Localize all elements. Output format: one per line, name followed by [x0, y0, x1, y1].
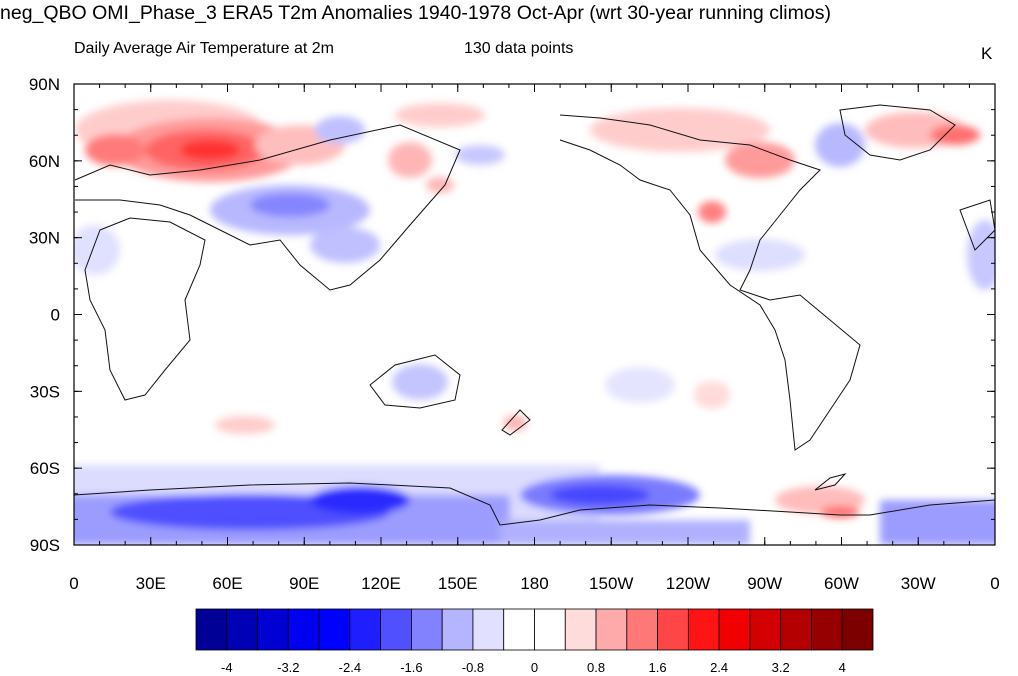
colorbar-box: [626, 608, 658, 651]
lon-tick-label: 120W: [666, 574, 710, 593]
lon-tick-label: 0: [69, 574, 78, 593]
lat-tick-label: 60N: [29, 152, 60, 171]
lon-tick-label: 90E: [289, 574, 319, 593]
colorbar-box: [257, 608, 289, 651]
latitude-axis: 90N 60N 30N 0 30S 60S 90S: [29, 75, 60, 555]
anomaly-blob: [820, 506, 860, 518]
map-title: neg_QBO OMI_Phase_3 ERA5 T2m Anomalies 1…: [0, 2, 831, 24]
lat-tick-label: 30N: [29, 229, 60, 248]
colorbar-box: [441, 608, 474, 651]
anomaly-blob: [500, 520, 750, 545]
lon-tick-label: 30W: [901, 574, 936, 593]
colorbar-box: [841, 608, 874, 651]
data-count-subtitle: 130 data points: [464, 40, 574, 57]
lon-tick-label: 180: [520, 574, 548, 593]
anomaly-blob: [310, 486, 410, 514]
lon-tick-label: 120E: [361, 574, 401, 593]
colorbar-box: [195, 608, 228, 651]
lon-tick-label: 60E: [212, 574, 242, 593]
anomaly-blob: [215, 416, 275, 434]
longitude-axis: 0 30E 60E 90E 120E 150E 180 150W 120W 90W 60W 30W 0: [69, 574, 999, 593]
anomaly-blob: [880, 500, 995, 545]
anomaly-blob: [503, 415, 527, 431]
anomaly-blob: [590, 108, 770, 152]
lat-tick-label: 0: [51, 306, 60, 325]
colorbar-tick-label: -1.6: [400, 660, 422, 675]
anomaly-blob: [694, 381, 730, 409]
colorbar-labels: -4 -3.2 -2.4 -1.6 -0.8 0 0.8 1.6 2.4 3.2 4: [221, 660, 846, 675]
colorbar-box: [811, 608, 843, 651]
anomaly-blob: [392, 364, 448, 400]
units-label: K: [981, 44, 993, 63]
colorbar-box: [687, 608, 720, 651]
lon-tick-label: 150W: [589, 574, 633, 593]
anomaly-blob: [725, 142, 795, 178]
anomaly-field: [74, 84, 995, 545]
anomaly-blob: [455, 145, 505, 165]
colorbar-box: [287, 608, 320, 651]
colorbar-box: [595, 608, 628, 651]
colorbar-box: [349, 608, 382, 651]
colorbar-tick-label: 3.2: [772, 660, 790, 675]
colorbar-tick-label: 0: [531, 660, 538, 675]
anomaly-blob: [698, 201, 726, 223]
lon-tick-label: 60W: [824, 574, 859, 593]
lon-tick-label: 30E: [136, 574, 166, 593]
anomaly-blob: [388, 142, 432, 178]
anomaly-blob: [395, 103, 485, 127]
anomaly-blob: [310, 227, 380, 263]
anomaly-blob: [550, 485, 650, 505]
colorbar-tick-label: -4: [221, 660, 233, 675]
anomaly-blob: [967, 220, 995, 290]
colorbar-tick-label: -3.2: [277, 660, 299, 675]
colorbar-box: [411, 608, 443, 651]
coastlines: [74, 104, 995, 526]
anomaly-blob: [315, 116, 365, 144]
colorbar-box: [780, 608, 812, 651]
anomaly-blob: [815, 123, 865, 167]
anomaly-blob: [605, 367, 675, 403]
colorbar-box: [534, 608, 566, 651]
anomaly-blob: [74, 225, 120, 275]
colorbar-tick-label: 0.8: [587, 660, 605, 675]
colorbar-tick-label: -0.8: [462, 660, 484, 675]
lat-tick-label: 90S: [30, 536, 60, 555]
colorbar-tick-label: 4: [839, 660, 846, 675]
colorbar-box: [380, 608, 412, 651]
colorbar-box: [749, 608, 782, 651]
axis-ticks: [73, 83, 996, 546]
colorbar-box: [503, 608, 535, 651]
anomaly-blob: [250, 193, 330, 217]
lat-tick-label: 90N: [29, 75, 60, 94]
colorbar-tick-label: 1.6: [649, 660, 667, 675]
anomaly-blob: [85, 134, 145, 166]
colorbar-box: [718, 608, 751, 651]
anomaly-blob: [715, 239, 805, 271]
colorbar: [195, 608, 874, 651]
anomaly-blob: [180, 140, 240, 160]
lon-tick-label: 0: [990, 574, 999, 593]
lat-tick-label: 60S: [30, 459, 60, 478]
anomaly-blob: [930, 125, 980, 145]
colorbar-box: [472, 608, 505, 651]
colorbar-tick-label: -2.4: [339, 660, 361, 675]
colorbar-box: [318, 608, 351, 651]
lon-tick-label: 90W: [747, 574, 782, 593]
colorbar-box: [564, 608, 597, 651]
colorbar-tick-label: 2.4: [710, 660, 728, 675]
variable-subtitle: Daily Average Air Temperature at 2m: [74, 40, 334, 57]
colorbar-box: [657, 608, 689, 651]
lon-tick-label: 150E: [438, 574, 478, 593]
lat-tick-label: 30S: [30, 382, 60, 401]
colorbar-box: [226, 608, 258, 651]
